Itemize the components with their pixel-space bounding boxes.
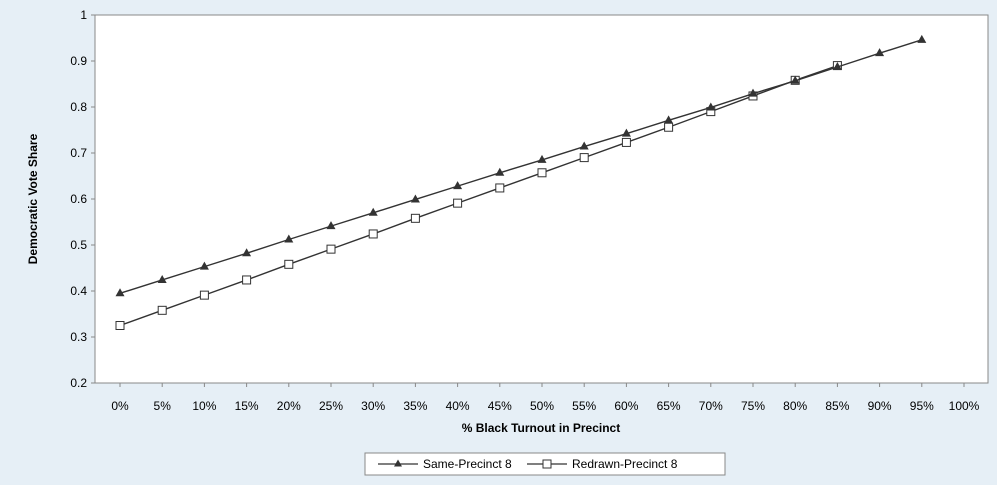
same-precinct-point xyxy=(537,154,547,163)
x-tick-label: 80% xyxy=(783,399,807,413)
x-tick-label: 5% xyxy=(154,399,172,413)
y-tick-label: 0.7 xyxy=(70,146,87,160)
x-tick-label: 75% xyxy=(741,399,765,413)
x-tick-label: 100% xyxy=(949,399,980,413)
redrawn-precinct-point xyxy=(537,168,547,178)
same-precinct-point xyxy=(242,248,252,257)
x-tick-label: 0% xyxy=(111,399,129,413)
same-precinct-line xyxy=(119,39,923,294)
y-tick-label: 0.4 xyxy=(70,284,87,298)
same-precinct-point xyxy=(832,61,842,70)
redrawn-precinct-point xyxy=(664,122,674,132)
x-tick-label: 30% xyxy=(361,399,385,413)
redrawn-precinct-point xyxy=(115,321,125,330)
redrawn-precinct-point xyxy=(157,305,167,315)
y-tick-label: 0.5 xyxy=(70,238,87,252)
y-tick-label: 1 xyxy=(80,8,87,22)
x-tick-label: 60% xyxy=(614,399,638,413)
x-tick-label: 25% xyxy=(319,399,343,413)
y-axis-title: Democratic Vote Share xyxy=(26,133,40,264)
y-tick-label: 0.6 xyxy=(70,192,87,206)
y-tick-label: 0.8 xyxy=(70,100,87,114)
x-tick-label: 55% xyxy=(572,399,596,413)
same-precinct-point xyxy=(115,288,125,297)
x-tick-label: 15% xyxy=(235,399,259,413)
redrawn-precinct-point xyxy=(453,198,463,208)
y-tick-label: 0.3 xyxy=(70,330,87,344)
x-tick-label: 10% xyxy=(192,399,216,413)
same-precinct-point xyxy=(199,261,209,270)
same-precinct-point xyxy=(326,221,336,230)
legend-triangle-marker xyxy=(394,459,402,467)
plot-area xyxy=(94,14,989,384)
redrawn-precinct-point xyxy=(368,229,378,239)
y-tick-label: 0.2 xyxy=(70,376,87,390)
same-precinct-point xyxy=(748,88,758,97)
redrawn-precinct-point xyxy=(199,290,209,300)
redrawn-precinct-point xyxy=(410,213,420,223)
same-precinct-point xyxy=(453,181,463,190)
series-layer xyxy=(115,34,927,330)
x-tick-label: 35% xyxy=(403,399,427,413)
x-tick-label: 50% xyxy=(530,399,554,413)
same-precinct-point xyxy=(579,141,589,150)
x-tick-label: 95% xyxy=(910,399,934,413)
redrawn-precinct-line xyxy=(119,64,838,327)
legend-square-marker xyxy=(542,459,552,469)
same-precinct-point xyxy=(157,274,167,283)
legend-label-same: Same-Precinct 8 xyxy=(423,457,512,471)
same-precinct-point xyxy=(790,75,800,84)
same-precinct-point xyxy=(706,102,716,111)
redrawn-precinct-point xyxy=(495,183,505,193)
redrawn-precinct-point xyxy=(284,259,294,269)
redrawn-precinct-point xyxy=(621,137,631,147)
redrawn-precinct-point xyxy=(242,275,252,285)
x-tick-label: 85% xyxy=(825,399,849,413)
x-tick-label: 40% xyxy=(446,399,470,413)
same-precinct-point xyxy=(917,34,927,43)
x-tick-label: 70% xyxy=(699,399,723,413)
redrawn-precinct-point xyxy=(326,244,336,254)
legend-label-redrawn: Redrawn-Precinct 8 xyxy=(572,457,678,471)
y-tick-label: 0.9 xyxy=(70,54,87,68)
same-precinct-point xyxy=(284,234,294,243)
same-precinct-point xyxy=(664,115,674,124)
x-tick-label: 45% xyxy=(488,399,512,413)
same-precinct-point xyxy=(875,48,885,57)
x-tick-label: 65% xyxy=(657,399,681,413)
same-precinct-point xyxy=(495,167,505,176)
x-axis-title: % Black Turnout in Precinct xyxy=(462,421,620,435)
redrawn-precinct-point xyxy=(579,153,589,163)
y-axis: 0.2 0.3 0.4 0.5 0.6 0.7 0.8 0.9 1 xyxy=(70,8,95,390)
x-tick-label: 90% xyxy=(868,399,892,413)
x-axis: 0% 5% 10% 15% 20% 25% 30% 35% 40% 45% 50% 55% 60% 65%… xyxy=(111,383,980,413)
same-precinct-point xyxy=(621,128,631,137)
same-precinct-point xyxy=(368,207,378,216)
x-tick-label: 20% xyxy=(277,399,301,413)
legend: Same-Precinct 8 Redrawn-Precinct 8 xyxy=(364,452,726,476)
same-precinct-point xyxy=(410,194,420,203)
